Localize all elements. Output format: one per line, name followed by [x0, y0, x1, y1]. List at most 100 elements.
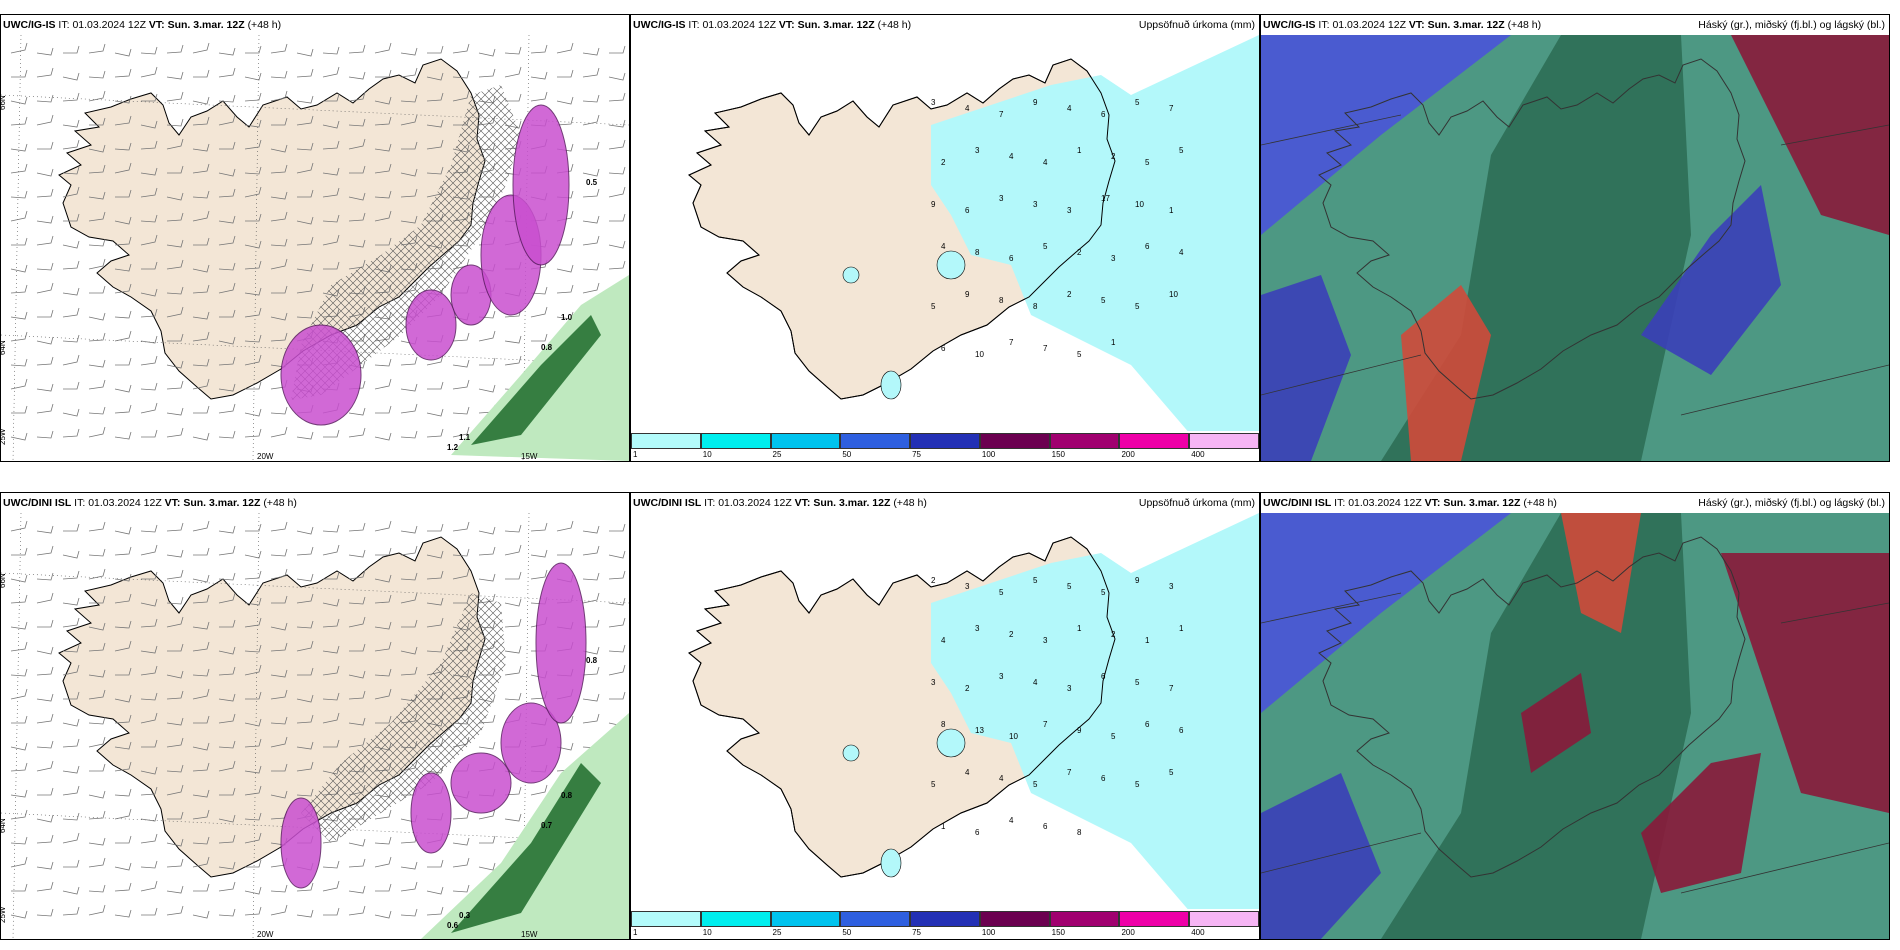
wind-barb	[400, 646, 418, 655]
wind-barb	[244, 738, 262, 748]
wind-barb	[296, 95, 314, 104]
grid-label: 15W	[521, 930, 538, 939]
wind-barb	[504, 46, 522, 55]
precip-value-label: 6	[1145, 242, 1150, 251]
wind-barb	[452, 426, 470, 438]
precip-region	[931, 513, 1259, 913]
precip-value-label: 1	[1145, 636, 1150, 645]
wind-barb	[348, 596, 366, 605]
wind-barb	[244, 617, 262, 628]
panel-header: UWC/IG-IS IT: 01.03.2024 12Z VT: Sun. 3.…	[3, 19, 282, 31]
wind-barb	[192, 836, 210, 845]
precip-value-label: 7	[1067, 768, 1072, 777]
grid-line	[1261, 354, 1422, 396]
wind-barb	[244, 92, 262, 102]
grid-line	[1680, 364, 1889, 416]
cloud-map	[1261, 513, 1889, 939]
wind-barb	[36, 114, 54, 126]
precip-value-label: 3	[999, 672, 1004, 681]
wind-barb	[166, 91, 184, 102]
wind-barb	[245, 859, 262, 868]
wind-barb	[10, 143, 28, 152]
grid-label: 25W	[1, 906, 7, 923]
green-core	[451, 763, 601, 933]
wind-barb	[270, 716, 288, 725]
precip-value-label: 1	[1111, 338, 1116, 347]
wind-barb	[62, 260, 80, 270]
wind-barb	[192, 520, 210, 532]
precip-value-label: 5	[1179, 146, 1184, 155]
precip-value-label: 4	[1043, 158, 1048, 167]
wind-barb	[556, 742, 574, 751]
wind-barb	[374, 432, 392, 441]
precip-value-label: 7	[1169, 684, 1174, 693]
wind-barb	[400, 383, 418, 392]
precip-value-label: 8	[941, 720, 946, 729]
precip-value-label: 9	[1033, 98, 1038, 107]
wind-barb	[244, 354, 262, 366]
wind-barb	[63, 45, 80, 54]
wind-barb	[36, 572, 54, 581]
wind-barb	[10, 378, 28, 390]
wind-barb	[140, 544, 158, 556]
wind-barb	[36, 908, 54, 917]
panel-precip-bottom: UWC/DINI ISL IT: 01.03.2024 12Z VT: Sun.…	[630, 492, 1260, 940]
precip-value-label: 3	[965, 582, 970, 591]
precip-value-label: 4	[965, 104, 970, 113]
precip-value-label: 1	[1169, 206, 1174, 215]
precip-cell	[450, 752, 512, 814]
wind-barb	[530, 44, 548, 54]
wind-barb	[609, 691, 626, 700]
wind-barb	[140, 645, 158, 654]
colorbar-tick: 75	[912, 928, 922, 937]
wind-barb	[88, 837, 106, 846]
wind-barb	[322, 880, 340, 892]
wind-barb	[426, 119, 444, 128]
wind-barb	[297, 189, 314, 198]
precip-spot	[880, 370, 902, 400]
wind-barb	[192, 574, 210, 583]
wind-barb	[296, 761, 314, 772]
wind-barb	[88, 736, 106, 748]
wind-barb	[400, 881, 418, 892]
wind-barb	[36, 545, 54, 556]
wind-barb	[36, 336, 54, 345]
wind-barb	[323, 429, 340, 438]
precip-map: 2355559343231211323436578131079566544576…	[631, 513, 1259, 939]
wind-barb	[192, 311, 210, 320]
precip-value-label: 6	[1101, 110, 1106, 119]
cloud-layer	[1731, 35, 1889, 235]
wind-barb	[608, 72, 626, 81]
wind-barb	[323, 261, 340, 270]
precip-value-label: 3	[931, 678, 936, 687]
wind-barb	[88, 211, 106, 222]
wind-barb	[10, 668, 28, 677]
colorbar-tick: 25	[772, 450, 782, 459]
precip-value-label: 6	[1145, 720, 1150, 729]
wind-barb	[167, 643, 184, 652]
wind-barb	[88, 70, 106, 79]
wind-barb	[192, 331, 210, 342]
wind-barb	[11, 715, 28, 724]
wind-barb	[375, 715, 392, 724]
colorbar-swatch	[770, 433, 841, 449]
precip-value-label: 7	[1009, 338, 1014, 347]
wind-barb	[114, 526, 132, 535]
wind-barb	[88, 359, 106, 368]
wind-barb	[88, 857, 106, 868]
wind-barb	[322, 167, 340, 176]
panel-right-title: Uppsöfnuð úrkoma (mm)	[1138, 497, 1255, 509]
wind-barb	[322, 524, 340, 533]
wind-barb	[244, 72, 262, 81]
wind-barb	[62, 428, 80, 438]
wind-barb	[244, 765, 262, 774]
wind-barb	[140, 524, 158, 533]
wind-barb	[374, 668, 392, 677]
wind-barb	[322, 618, 340, 628]
wind-barb	[114, 714, 132, 724]
wind-barb	[322, 645, 340, 654]
wind-barb	[375, 69, 392, 78]
precip-value-label: 5	[1033, 780, 1038, 789]
wind-barb	[62, 644, 80, 653]
colorbar-tick: 400	[1191, 928, 1205, 937]
